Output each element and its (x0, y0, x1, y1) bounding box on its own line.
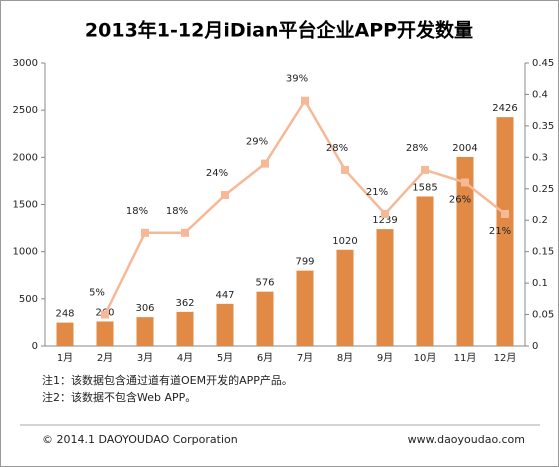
bar-label: 306 (135, 303, 154, 314)
bar (336, 249, 354, 346)
line-label: 28% (406, 143, 428, 154)
footer: www.daoyoudao.com (408, 433, 525, 446)
y-tick-label: 3000 (13, 58, 38, 69)
x-tick-label: 2月 (97, 352, 113, 364)
bar (56, 322, 74, 346)
y2-tick-label: 0.45 (532, 58, 554, 69)
bar-label: 1239 (372, 215, 397, 226)
line-label: 21% (366, 187, 388, 198)
line-label: 26% (449, 194, 471, 205)
bar-label: 248 (55, 309, 74, 320)
line-marker (381, 209, 389, 218)
x-tick-label: 7月 (297, 352, 313, 364)
y2-tick-label: 0 (532, 341, 538, 352)
footer: © 2014.1 DAOYOUDAO Corporation (42, 433, 238, 446)
bar (216, 303, 234, 346)
x-tick-label: 10月 (414, 352, 437, 364)
bar-label: 362 (175, 298, 194, 309)
line-marker (461, 178, 469, 187)
line-label: 39% (286, 74, 308, 85)
y2-tick-label: 0.3 (532, 152, 548, 163)
y2-tick-label: 0.4 (532, 89, 548, 100)
bar (456, 156, 474, 346)
y2-tick-label: 0.2 (532, 215, 548, 226)
bar (416, 196, 434, 346)
line-marker (181, 228, 189, 237)
bar (256, 291, 274, 346)
x-tick-label: 11月 (454, 352, 477, 364)
x-tick-label: 12月 (494, 352, 517, 364)
y-tick-label: 2000 (13, 152, 38, 163)
y-tick-label: 2500 (13, 105, 38, 116)
bar-label: 576 (255, 278, 274, 289)
x-tick-label: 8月 (337, 352, 353, 364)
bar-label: 2426 (492, 103, 517, 114)
line-label: 21% (489, 226, 511, 237)
line-label: 24% (206, 168, 228, 179)
line-label: 18% (126, 206, 148, 217)
y2-tick-label: 0.05 (532, 310, 554, 321)
y-tick-label: 500 (19, 294, 38, 305)
x-tick-label: 9月 (377, 352, 393, 364)
x-tick-label: 5月 (217, 352, 233, 364)
x-tick-label: 6月 (257, 352, 273, 364)
chart-title: 2013年1-12月iDian平台企业APP开发数量 (85, 19, 473, 42)
line-marker (261, 159, 269, 168)
y2-tick-label: 0.25 (532, 184, 554, 195)
x-tick-label: 1月 (57, 352, 73, 364)
bar-label: 1585 (412, 182, 437, 193)
bar-label: 447 (215, 290, 234, 301)
line-marker (421, 165, 429, 174)
x-tick-label: 3月 (137, 352, 153, 364)
line-marker (501, 209, 509, 218)
line-marker (101, 310, 109, 319)
note: 注2：该数据不包含Web APP。 (42, 390, 196, 404)
line-label: 29% (246, 137, 268, 148)
y2-tick-label: 0.15 (532, 247, 554, 258)
y-tick-label: 1500 (13, 200, 38, 211)
y-tick-label: 0 (32, 341, 38, 352)
bar-label: 1020 (332, 236, 357, 247)
y2-tick-label: 0.1 (532, 278, 548, 289)
bar-label: 2004 (452, 143, 477, 154)
line-label: 18% (166, 206, 188, 217)
bar (496, 117, 514, 346)
y2-tick-label: 0.35 (532, 121, 554, 132)
line-marker (221, 191, 229, 200)
line-label: 28% (326, 143, 348, 154)
line-marker (341, 165, 349, 174)
bar (96, 321, 114, 346)
y-tick-label: 1000 (13, 247, 38, 258)
bar (136, 317, 154, 346)
x-tick-label: 4月 (177, 352, 193, 364)
note: 注1：该数据包含通过道有道OEM开发的APP产品。 (42, 373, 293, 387)
line-marker (141, 228, 149, 237)
bar (176, 311, 194, 346)
bar-label: 799 (295, 257, 314, 268)
line-marker (301, 96, 309, 105)
bar (376, 229, 394, 346)
bar (296, 270, 314, 346)
line-label: 5% (89, 288, 105, 299)
